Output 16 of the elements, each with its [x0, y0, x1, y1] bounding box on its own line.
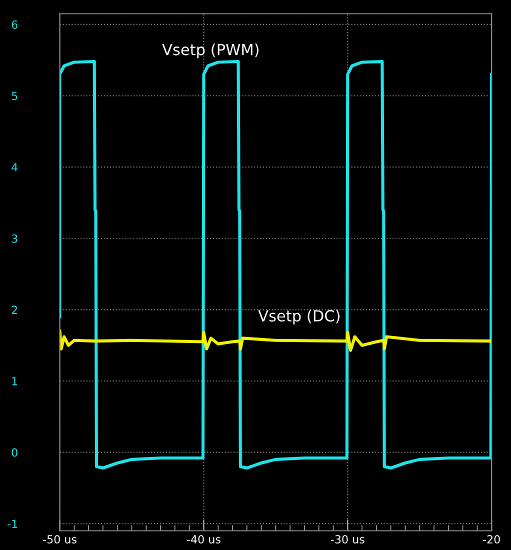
x-tick-label: -30 us [330, 535, 364, 544]
series-label: Vsetp (DC) [258, 310, 340, 325]
x-tick-label: -40 us [187, 535, 220, 544]
line-series [60, 330, 492, 352]
y-tick-label: 3 [12, 234, 18, 243]
y-tick-label: 4 [12, 163, 18, 172]
y-tick-label: 0 [12, 448, 18, 457]
x-tick-label: -50 us [43, 535, 76, 544]
series-label: Vsetp (PWM) [162, 44, 258, 58]
y-tick-label: 2 [12, 306, 18, 314]
line-series [60, 60, 492, 470]
x-tick-label: -20 [483, 535, 500, 544]
y-tick-label: 1 [12, 377, 18, 386]
y-tick-label: 5 [12, 92, 18, 100]
y-tick-label: -1 [8, 520, 18, 528]
y-tick-label: 6 [12, 20, 18, 29]
